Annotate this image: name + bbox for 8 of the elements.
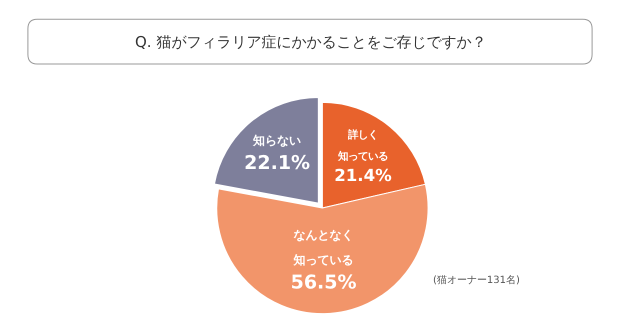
- slice-label: 詳しく知っている: [336, 129, 388, 163]
- data-label: 56.5%: [290, 272, 357, 294]
- data-label: 21.4%: [334, 166, 392, 186]
- data-label: 22.1%: [244, 152, 310, 174]
- chart-title: Q. 猫がフィラリア症にかかることをご存じですか？: [135, 33, 486, 51]
- slice-label: なんとなく知っている: [292, 228, 354, 267]
- text: (猫オーナー131名): [433, 274, 520, 286]
- slice-label: 知らない: [252, 133, 302, 148]
